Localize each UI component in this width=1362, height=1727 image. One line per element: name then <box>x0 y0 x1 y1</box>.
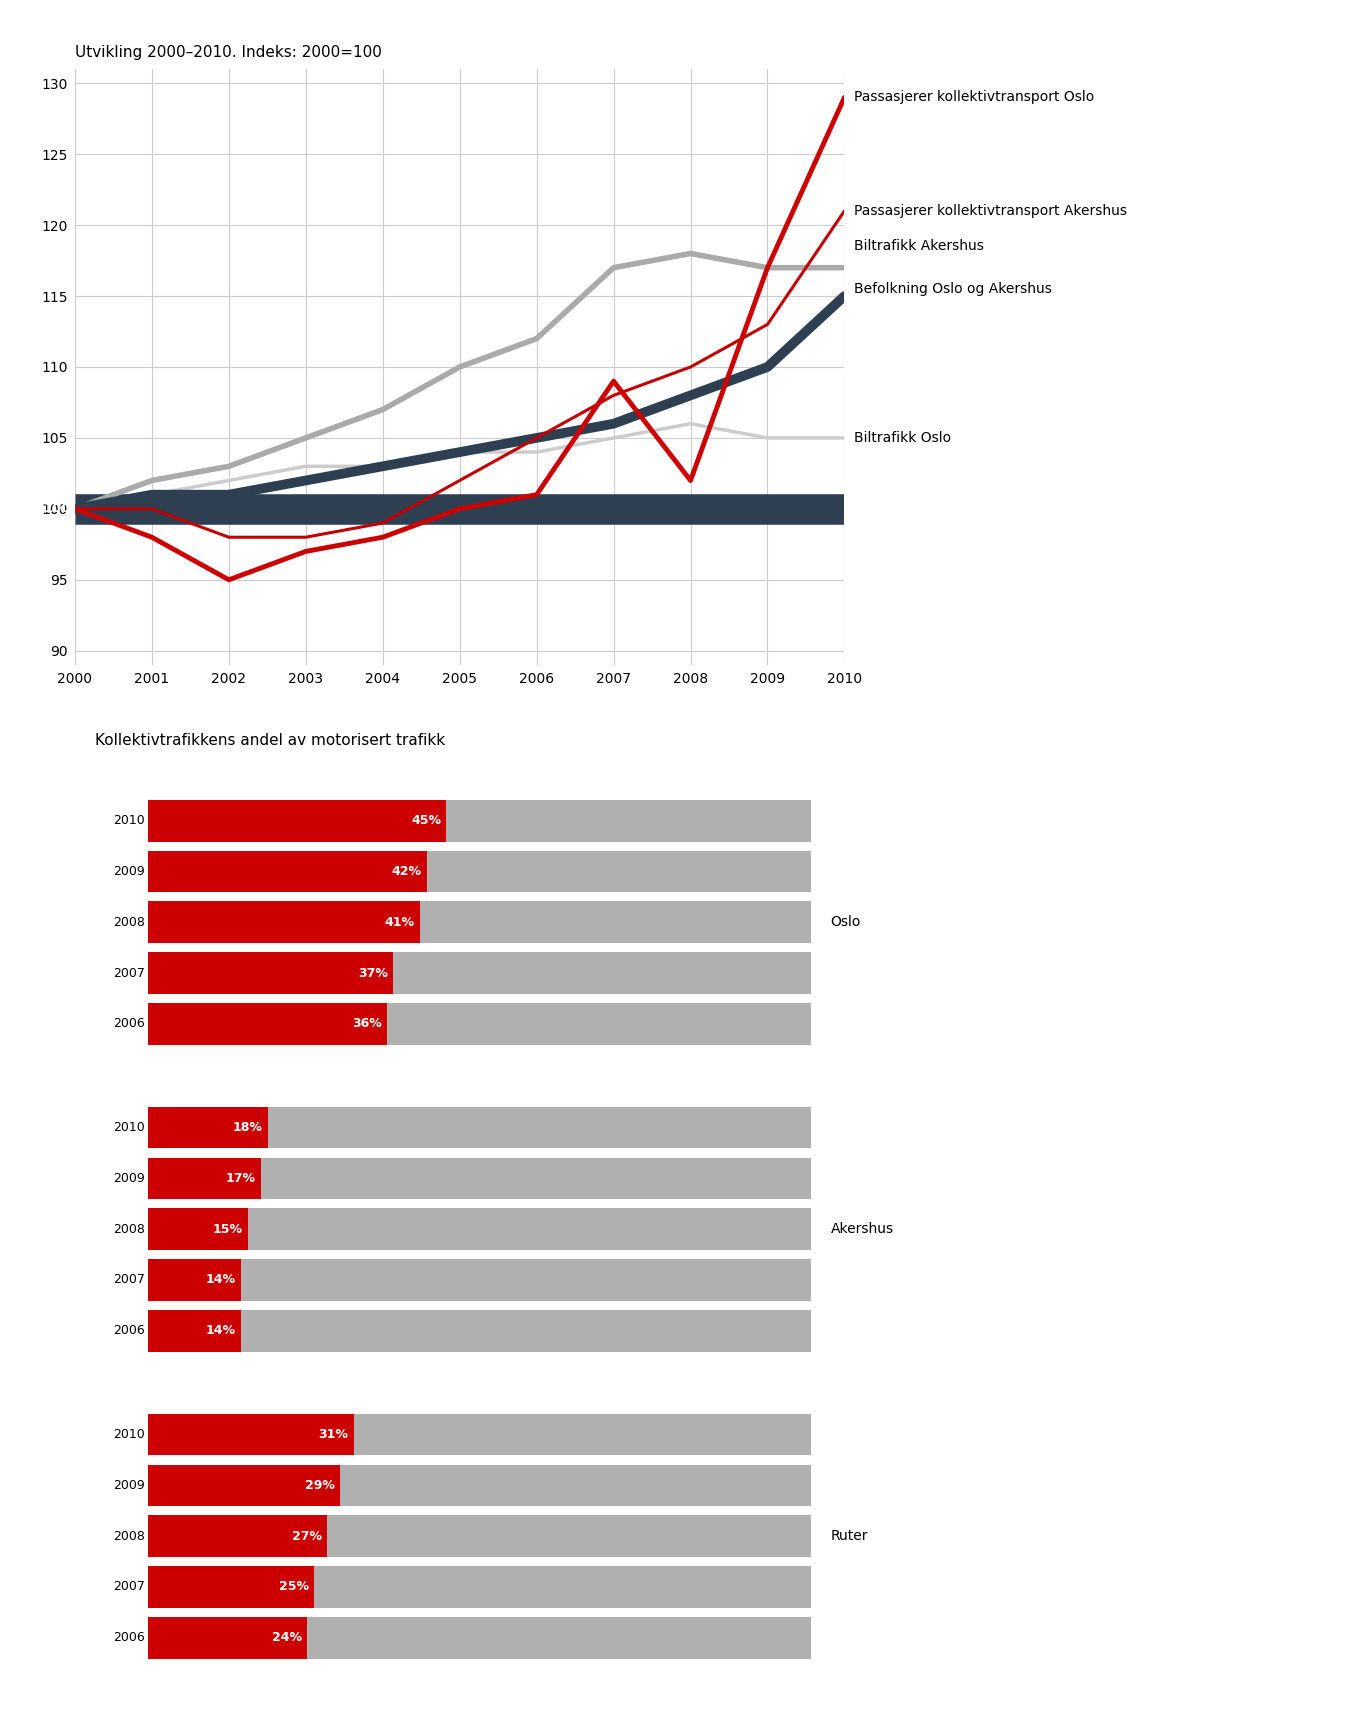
Bar <box>148 1259 810 1300</box>
Text: Utvikling 2000–2010. Indeks: 2000=100: Utvikling 2000–2010. Indeks: 2000=100 <box>75 45 381 60</box>
Bar <box>148 1107 267 1148</box>
Bar <box>148 1309 810 1352</box>
Text: Kollektivtrafikkens andel av motorisert trafikk: Kollektivtrafikkens andel av motorisert … <box>95 732 445 748</box>
Text: 2008: 2008 <box>113 915 144 929</box>
Text: 2007: 2007 <box>113 1273 144 1287</box>
Text: 41%: 41% <box>384 915 414 929</box>
Bar <box>148 1414 810 1456</box>
Text: 2006: 2006 <box>113 1632 144 1644</box>
Text: Akershus: Akershus <box>831 1223 893 1237</box>
Text: 31%: 31% <box>319 1428 349 1440</box>
Bar <box>148 1414 354 1456</box>
Text: 2007: 2007 <box>113 1580 144 1594</box>
Bar <box>148 1259 241 1300</box>
Text: 14%: 14% <box>206 1273 236 1287</box>
Text: 2008: 2008 <box>113 1530 144 1542</box>
Text: 2010: 2010 <box>113 1121 144 1135</box>
Bar <box>148 952 810 995</box>
Text: 100: 100 <box>44 503 71 515</box>
Text: 2009: 2009 <box>113 865 144 877</box>
Text: 42%: 42% <box>391 865 421 877</box>
Bar <box>148 1209 248 1250</box>
Bar <box>148 952 394 995</box>
Text: 15%: 15% <box>212 1223 242 1237</box>
Text: Oslo: Oslo <box>831 915 861 929</box>
Bar <box>148 1107 810 1148</box>
Bar <box>148 1616 810 1658</box>
Bar <box>148 1616 308 1658</box>
Bar <box>148 1209 810 1250</box>
Bar <box>148 851 426 893</box>
Text: 25%: 25% <box>279 1580 309 1594</box>
Text: 18%: 18% <box>233 1121 263 1135</box>
Bar <box>148 1157 262 1199</box>
Bar <box>148 1309 241 1352</box>
Text: Biltrafikk Akershus: Biltrafikk Akershus <box>854 240 983 254</box>
Bar <box>148 1515 327 1558</box>
Text: Ruter: Ruter <box>831 1528 868 1544</box>
Bar <box>148 851 810 893</box>
Bar <box>148 1157 810 1199</box>
Bar <box>148 1464 340 1506</box>
Bar <box>148 1464 810 1506</box>
Text: 2009: 2009 <box>113 1478 144 1492</box>
Text: Passasjerer kollektivtransport Oslo: Passasjerer kollektivtransport Oslo <box>854 90 1094 104</box>
Bar <box>148 1003 810 1045</box>
Bar <box>148 1003 387 1045</box>
Bar <box>148 1566 810 1608</box>
Text: 2010: 2010 <box>113 1428 144 1440</box>
Text: 2008: 2008 <box>113 1223 144 1237</box>
Text: 45%: 45% <box>411 813 441 827</box>
Text: Passasjerer kollektivtransport Akershus: Passasjerer kollektivtransport Akershus <box>854 204 1126 218</box>
Text: 29%: 29% <box>305 1478 335 1492</box>
Bar <box>148 1566 313 1608</box>
Text: 27%: 27% <box>291 1530 321 1542</box>
Bar <box>148 800 810 841</box>
Text: 2007: 2007 <box>113 967 144 979</box>
Text: 14%: 14% <box>206 1325 236 1337</box>
Text: 2010: 2010 <box>113 813 144 827</box>
Text: 36%: 36% <box>351 1017 381 1031</box>
Text: Biltrafikk Oslo: Biltrafikk Oslo <box>854 432 951 446</box>
Bar <box>148 901 810 943</box>
Text: 2009: 2009 <box>113 1173 144 1185</box>
Text: Befolkning Oslo og Akershus: Befolkning Oslo og Akershus <box>854 282 1051 295</box>
Text: 24%: 24% <box>272 1632 302 1644</box>
Bar <box>148 800 447 841</box>
Text: 37%: 37% <box>358 967 388 979</box>
Bar <box>148 1515 810 1558</box>
Bar <box>148 901 419 943</box>
Text: 2006: 2006 <box>113 1017 144 1031</box>
Text: 17%: 17% <box>226 1173 256 1185</box>
Text: 2006: 2006 <box>113 1325 144 1337</box>
